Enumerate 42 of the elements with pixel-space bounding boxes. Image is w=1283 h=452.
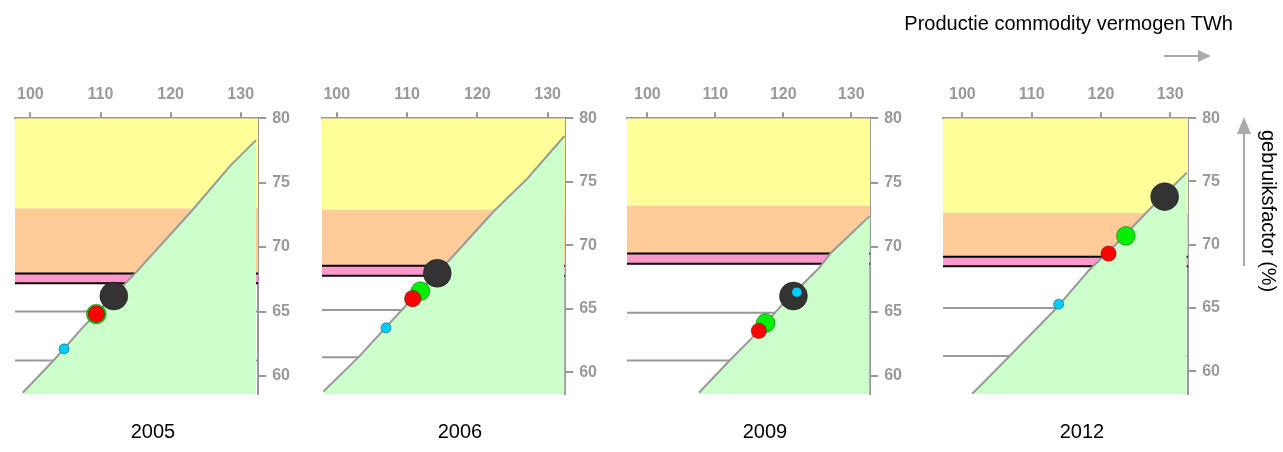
x-tick-label: 130 [534,85,562,103]
y-tick-label: 60 [579,362,598,380]
y-tick-label: 65 [884,301,903,319]
y-tick-label: 65 [1202,298,1221,316]
y-tick-label: 65 [272,301,291,319]
x-tick-label: 130 [1156,85,1184,103]
y-tick-label: 60 [884,366,903,384]
x-tick-label: 120 [157,85,185,103]
x-tick-label: 110 [1018,85,1045,103]
y-axis-title: gebruiksfactor (%) [1258,130,1280,293]
y-tick-label: 80 [579,108,598,126]
x-tick-label: 100 [323,85,351,103]
y-tick-label: 70 [1202,235,1221,253]
y-tick-label: 70 [579,235,598,253]
y-tick-label: 80 [1202,108,1221,126]
y-tick-label: 60 [272,366,291,384]
y-tick-label: 70 [884,237,903,255]
y-tick-label: 75 [884,173,903,191]
x-tick-label: 120 [463,85,491,103]
y-tick-label: 65 [579,299,598,317]
y-tick-label: 70 [272,237,291,255]
x-tick-label: 110 [87,85,114,103]
x-tick-label: 120 [769,85,797,103]
text: 2009 [742,419,788,442]
y-tick-label: 80 [884,108,903,126]
x-tick-label: 100 [17,85,44,103]
y-tick-label: 60 [1202,361,1221,379]
text: 2005 [130,419,176,442]
x-tick-label: 120 [1087,85,1115,103]
y-tick-label: 75 [272,173,291,191]
x-tick-label: 110 [394,85,421,103]
x-tick-label: 100 [634,85,661,103]
text: 2012 [1059,419,1105,442]
y-tick-label: 75 [1202,171,1221,189]
text: 2006 [437,419,483,442]
x-tick-label: 130 [227,85,255,103]
y-tick-label: 80 [272,108,291,126]
x-tick-label: 130 [837,85,865,103]
x-tick-label: 110 [702,85,729,103]
x-tick-label: 100 [949,85,976,103]
x-axis-title: Productie commodity vermogen TWh [904,12,1233,35]
y-tick-label: 75 [579,172,598,190]
